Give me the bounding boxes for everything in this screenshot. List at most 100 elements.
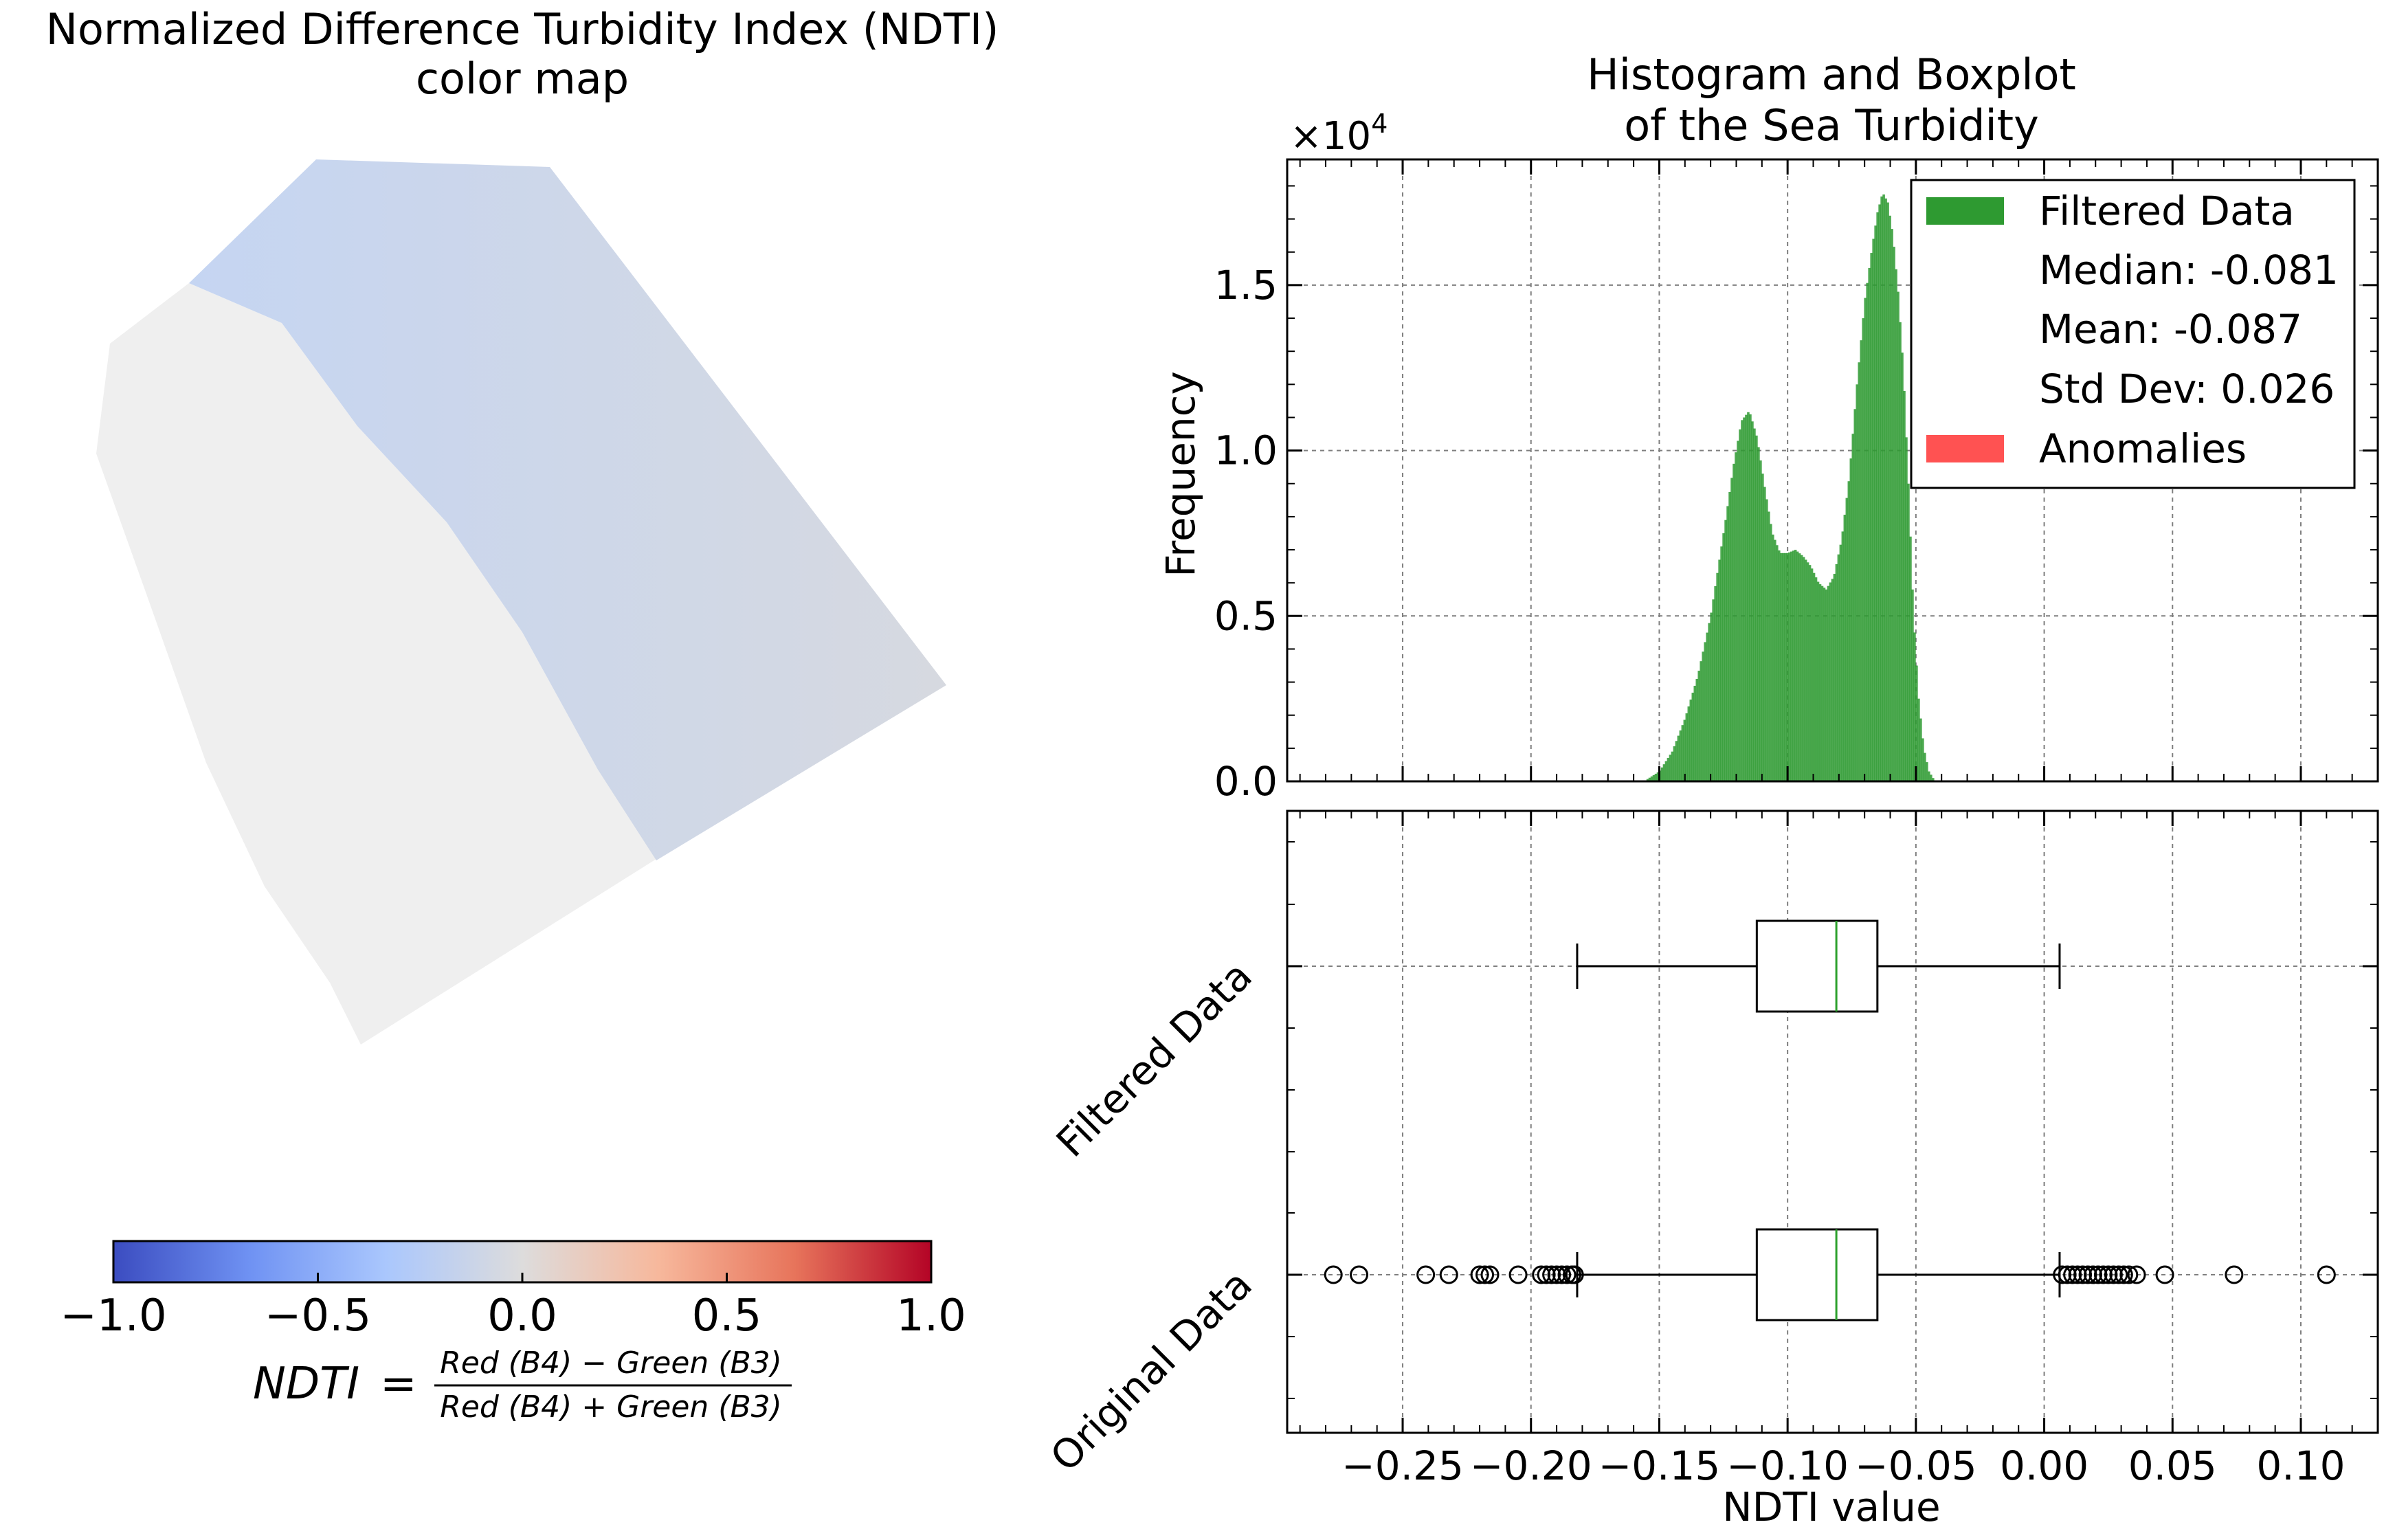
histogram-bar [1856, 384, 1859, 781]
histogram-bar [1862, 318, 1865, 781]
outlier-point [1557, 1265, 1577, 1284]
x-tick-label: −0.10 [1726, 1442, 1849, 1489]
y-axis-label: Frequency [1157, 371, 1204, 577]
colorbar-tick-label: −0.5 [265, 1291, 371, 1341]
histogram-bar [1872, 238, 1875, 781]
histogram-bar [1913, 632, 1916, 781]
histogram-bar [1652, 774, 1656, 781]
histogram-bar [1924, 752, 1926, 781]
histogram-bar [1787, 552, 1791, 781]
histogram-bar [1926, 762, 1928, 781]
histogram-bar [1751, 421, 1754, 781]
histogram-bar [1884, 198, 1887, 781]
histogram-bar [1646, 779, 1649, 781]
histogram-bar [1785, 553, 1789, 781]
histogram-bar [1704, 642, 1707, 781]
histogram-bar [1761, 473, 1764, 781]
histogram-bar [1866, 282, 1869, 781]
histogram-bar [1827, 585, 1830, 781]
histogram-bar [1728, 491, 1731, 781]
chart-title-line1: Histogram and Boxplot [1587, 49, 2076, 100]
histogram-bar [1726, 506, 1729, 781]
outlier-point [1416, 1265, 1436, 1284]
outlier-point [1565, 1265, 1584, 1284]
ndti-formula: NDTI = Red (B4) − Green (B3) Red (B4) + … [253, 1346, 792, 1425]
x-tick-label: −0.05 [1855, 1442, 1977, 1489]
x-tick-label: 0.00 [2000, 1442, 2088, 1489]
histogram-bar [1849, 458, 1853, 781]
histogram-bar [1814, 577, 1818, 781]
outlier-point [1480, 1265, 1500, 1284]
histogram-bar [1700, 661, 1703, 781]
sea-area [189, 159, 946, 860]
histogram-bar [1930, 774, 1932, 781]
outlier-point [1324, 1265, 1343, 1284]
histogram-bar [1829, 582, 1832, 781]
histogram-bar [1664, 761, 1668, 781]
histogram-bar [1903, 390, 1906, 781]
histogram-bar [1804, 559, 1807, 781]
x-tick-label: 0.10 [2256, 1442, 2345, 1489]
histogram-bar [1897, 291, 1900, 781]
histogram-bar [1905, 437, 1908, 781]
histogram-bar [1730, 478, 1733, 781]
histogram-bar [1768, 511, 1770, 781]
y-offset-label: ×104 [1290, 109, 1388, 159]
outlier-point [2053, 1265, 2072, 1284]
histogram-bar [1886, 202, 1889, 781]
histogram-bar [1794, 550, 1797, 781]
legend-swatch-anomalies [1926, 435, 2004, 462]
histogram-bar [1783, 553, 1787, 781]
formula-lhs: NDTI [253, 1359, 359, 1409]
box-iqr [1755, 919, 1879, 1013]
ndti-map-panel: Normalized Difference Turbidity Index (N… [46, 4, 999, 1425]
map-title-line2: color map [416, 54, 629, 104]
legend-swatch-filtered [1926, 197, 2004, 225]
boxplot-category-labels: Original Data Filtered Data [1041, 952, 1261, 1481]
histogram-bar [1837, 554, 1840, 781]
histogram-bar [1909, 536, 1912, 781]
histogram-bar [1831, 579, 1834, 781]
outlier-point [1547, 1265, 1566, 1284]
histogram-bar [1662, 764, 1666, 781]
histogram-bar [1675, 741, 1678, 781]
histogram-bar [1781, 553, 1785, 781]
histogram-bar [1770, 524, 1772, 781]
histogram-bar [1880, 196, 1883, 781]
histogram-bar [1710, 612, 1713, 781]
y-tick-label: 0.0 [1214, 758, 1278, 805]
legend-label-median: Median: -0.081 [2039, 247, 2339, 293]
outlier-point [2225, 1265, 2244, 1284]
histogram-bar [1835, 563, 1838, 781]
histogram-bar [1878, 204, 1881, 781]
histogram-bar [1654, 773, 1658, 781]
outlier-point [1542, 1265, 1561, 1284]
y-tick-label: 1.5 [1214, 262, 1278, 309]
colorbar-tick-label: −1.0 [60, 1291, 166, 1341]
histogram-bar [1874, 225, 1877, 781]
histogram-bar [1876, 212, 1879, 781]
histogram-bar [1895, 269, 1897, 781]
histogram-bar [1687, 706, 1691, 781]
histogram-bar [1745, 414, 1748, 781]
histogram-bar [1714, 585, 1717, 781]
histogram-axes: 0.0 0.5 1.0 1.5 ×104 Frequency Filtered Dat… [1157, 109, 2379, 805]
y-tick-label: 1.0 [1214, 427, 1278, 474]
legend-label-filtered: Filtered Data [2039, 188, 2295, 234]
histogram-bar [1755, 435, 1758, 781]
x-axis-label: NDTI value [1722, 1484, 1940, 1530]
histogram-bar [1724, 520, 1727, 781]
histogram-bar [1889, 215, 1891, 781]
histogram-bar [1679, 730, 1682, 781]
histogram-bar [1864, 298, 1867, 781]
x-tick-label: −0.20 [1470, 1442, 1592, 1489]
histogram-bar [1919, 718, 1922, 781]
histogram-bar [1693, 685, 1697, 781]
histogram-bar [1901, 353, 1904, 781]
colorbar-tick-label: 1.0 [896, 1291, 966, 1341]
histogram-bar [1907, 483, 1910, 781]
outlier-point [2099, 1265, 2118, 1284]
histogram-bar [1882, 194, 1885, 781]
outlier-point [2093, 1265, 2113, 1284]
outlier-point [1532, 1265, 1551, 1284]
